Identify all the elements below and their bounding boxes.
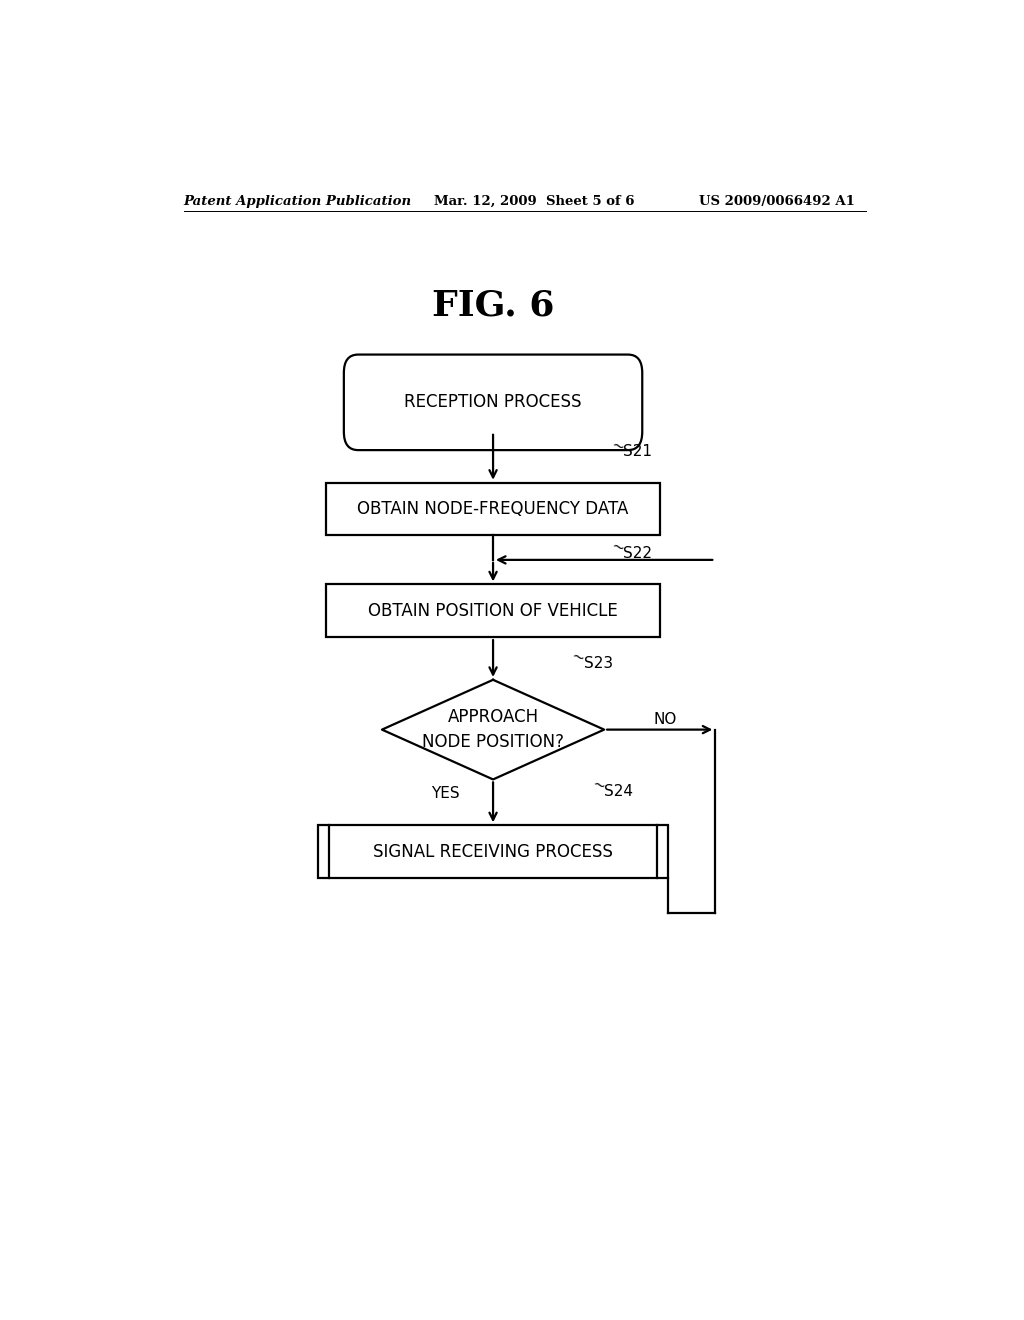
- Text: Mar. 12, 2009  Sheet 5 of 6: Mar. 12, 2009 Sheet 5 of 6: [433, 194, 634, 207]
- Text: APPROACH
NODE POSITION?: APPROACH NODE POSITION?: [422, 708, 564, 751]
- Bar: [318, 825, 668, 878]
- Polygon shape: [382, 680, 604, 779]
- Bar: [327, 585, 659, 638]
- Text: S24: S24: [604, 784, 633, 799]
- Text: OBTAIN NODE-FREQUENCY DATA: OBTAIN NODE-FREQUENCY DATA: [357, 500, 629, 517]
- Text: YES: YES: [431, 787, 460, 801]
- Text: ∼: ∼: [609, 437, 626, 455]
- Text: OBTAIN POSITION OF VEHICLE: OBTAIN POSITION OF VEHICLE: [369, 602, 617, 619]
- Text: S23: S23: [584, 656, 612, 671]
- Text: S21: S21: [624, 445, 652, 459]
- Text: US 2009/0066492 A1: US 2009/0066492 A1: [699, 194, 855, 207]
- Text: Patent Application Publication: Patent Application Publication: [183, 194, 412, 207]
- Text: ∼: ∼: [590, 776, 607, 795]
- Text: NO: NO: [653, 711, 677, 727]
- Text: SIGNAL RECEIVING PROCESS: SIGNAL RECEIVING PROCESS: [373, 842, 613, 861]
- Text: ∼: ∼: [569, 648, 587, 667]
- Text: FIG. 6: FIG. 6: [432, 289, 554, 323]
- Text: ∼: ∼: [609, 539, 626, 557]
- Text: RECEPTION PROCESS: RECEPTION PROCESS: [404, 393, 582, 412]
- Bar: [327, 483, 659, 536]
- Text: S22: S22: [624, 546, 652, 561]
- FancyBboxPatch shape: [344, 355, 642, 450]
